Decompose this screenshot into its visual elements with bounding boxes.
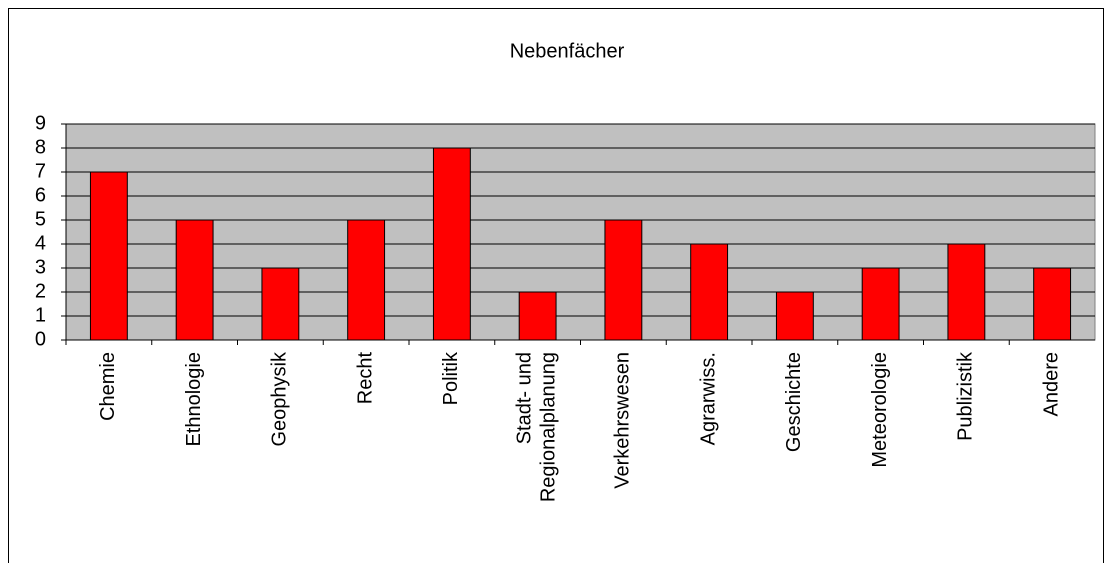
y-tick-label: 0 bbox=[35, 328, 46, 350]
bar bbox=[775, 291, 814, 341]
bar bbox=[261, 267, 300, 341]
bar bbox=[604, 219, 643, 341]
y-tick-label: 8 bbox=[35, 136, 46, 158]
x-tick-label: Recht bbox=[354, 352, 376, 405]
x-tick-label: Verkehrswesen bbox=[612, 352, 634, 489]
y-tick-label: 9 bbox=[35, 112, 46, 134]
y-tick-label: 1 bbox=[35, 304, 46, 326]
x-tick-label: Meteorologie bbox=[869, 352, 891, 468]
x-tick-label: Chemie bbox=[97, 352, 119, 421]
x-tick-label: Geschichte bbox=[783, 352, 805, 452]
x-tick-label: Stadt- und Regionalplanung bbox=[514, 352, 560, 502]
y-tick-label: 7 bbox=[35, 160, 46, 182]
x-tick-label: Agrarwiss. bbox=[697, 352, 719, 445]
bar bbox=[175, 219, 214, 341]
bar bbox=[1033, 267, 1072, 341]
plot-area bbox=[65, 123, 1096, 341]
chart-title: Nebenfächer bbox=[510, 40, 625, 62]
y-tick-label: 5 bbox=[35, 208, 46, 230]
y-tick-label: 6 bbox=[35, 184, 46, 206]
x-tick-label: Andere bbox=[1040, 352, 1062, 417]
y-tick-label: 3 bbox=[35, 256, 46, 278]
x-tick-label: Ethnologie bbox=[183, 352, 205, 447]
bar bbox=[432, 147, 471, 341]
bar bbox=[518, 291, 557, 341]
y-tick-label: 2 bbox=[35, 280, 46, 302]
bar bbox=[347, 219, 386, 341]
x-tick-label: Politik bbox=[440, 351, 462, 405]
bar bbox=[690, 243, 729, 341]
bar bbox=[89, 171, 128, 341]
bar bbox=[947, 243, 986, 341]
y-tick-label: 4 bbox=[35, 232, 46, 254]
x-tick-label: Geophysik bbox=[269, 351, 291, 446]
bar bbox=[861, 267, 900, 341]
x-tick-label: Publizistik bbox=[955, 351, 977, 441]
